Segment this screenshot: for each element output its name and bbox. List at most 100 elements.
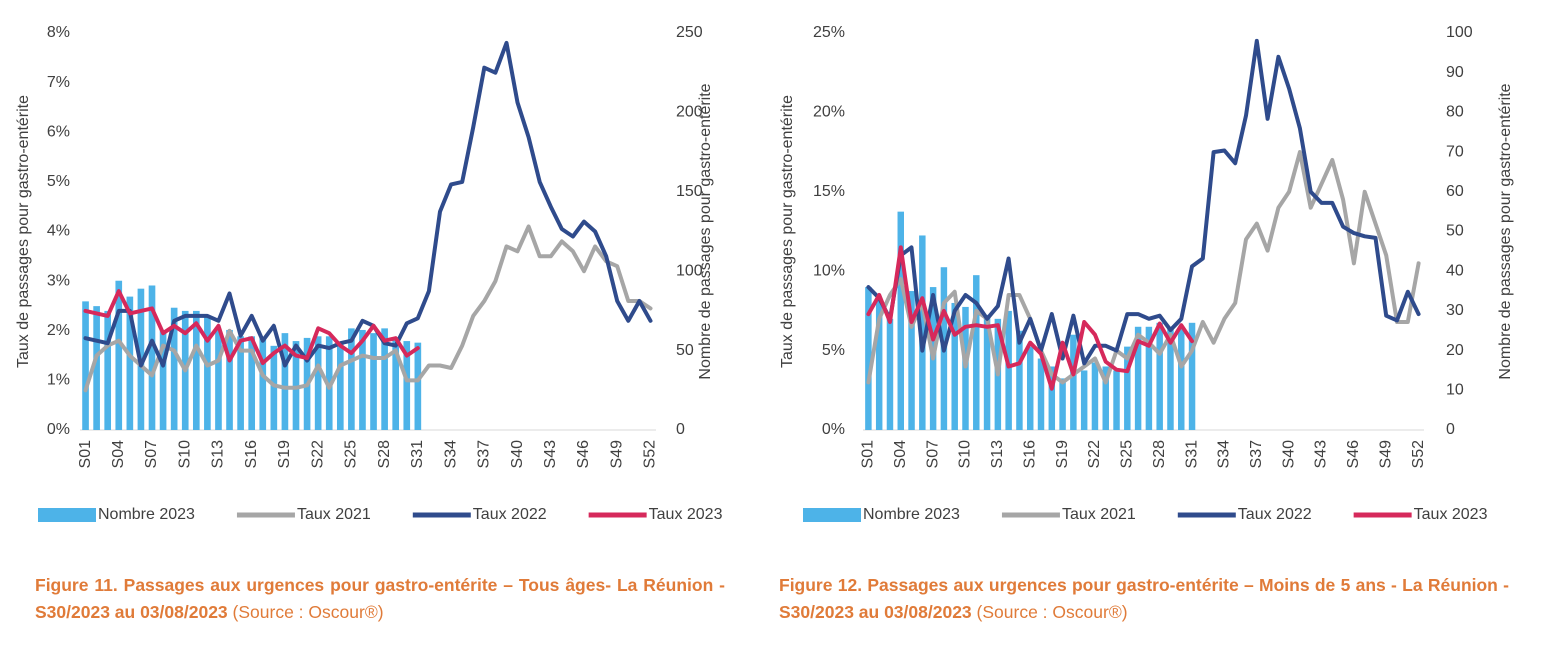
legend-swatch <box>38 508 96 522</box>
y-tick-label: 15% <box>813 183 845 200</box>
bar <box>1005 310 1012 430</box>
y2-tick-label: 200 <box>676 104 703 121</box>
bar <box>348 328 355 430</box>
bar <box>204 315 211 430</box>
y-tick-label: 7% <box>47 74 70 91</box>
x-tick-label: S13 <box>210 440 227 469</box>
x-tick-label: S28 <box>1151 440 1168 469</box>
y-tick-label: 0% <box>822 421 845 438</box>
x-tick-label: S22 <box>309 440 326 469</box>
bar <box>370 333 377 430</box>
bar <box>1059 378 1066 430</box>
bar <box>1156 322 1163 430</box>
x-tick-label: S10 <box>957 440 974 469</box>
x-tick-label: S37 <box>476 440 493 469</box>
y2-tick-label: 60 <box>1446 183 1464 200</box>
bar <box>248 336 256 430</box>
line <box>83 40 653 368</box>
line <box>83 289 420 365</box>
bar <box>226 329 233 430</box>
x-tick-label: S43 <box>542 440 559 469</box>
y-tick-label: 2% <box>47 322 70 339</box>
y2-tick-label: 10 <box>1446 382 1464 399</box>
bar <box>1145 326 1153 430</box>
x-tick-label: S04 <box>892 440 909 469</box>
x-tick-label: S34 <box>442 440 459 469</box>
bar <box>1188 322 1196 430</box>
x-tick-label: S43 <box>1313 440 1330 469</box>
bar <box>93 306 100 430</box>
x-tick-label: S19 <box>276 440 293 469</box>
x-tick-label: S25 <box>343 440 360 469</box>
y2-tick-label: 50 <box>676 342 694 359</box>
bar <box>82 301 89 430</box>
caption-title: Figure 11. Passages aux urgences pour ga… <box>35 575 725 622</box>
caption-source: (Source : Oscour®) <box>232 602 384 622</box>
x-tick-label: S52 <box>1410 440 1427 469</box>
x-tick-label: S16 <box>1021 440 1038 469</box>
bar <box>381 328 388 430</box>
x-tick-label: S19 <box>1054 440 1071 469</box>
bar <box>1091 362 1099 430</box>
x-tick-label: S01 <box>77 440 94 469</box>
y-axis-title: Taux de passages pour gastro-entérite <box>15 95 32 368</box>
bar <box>908 291 915 430</box>
bar <box>1178 326 1185 430</box>
x-tick-label: S49 <box>1377 440 1394 469</box>
line <box>83 224 653 393</box>
x-tick-label: S37 <box>1248 440 1265 469</box>
y2-tick-label: 80 <box>1446 104 1464 121</box>
bar <box>1070 334 1077 430</box>
y-tick-label: 4% <box>47 223 70 240</box>
bar <box>414 342 422 430</box>
x-tick-label: S46 <box>1345 440 1362 469</box>
y2-tick-label: 50 <box>1446 223 1464 240</box>
bar <box>897 211 904 430</box>
y-tick-label: 5% <box>822 342 845 359</box>
bar <box>115 280 123 430</box>
legend-label: Taux 2023 <box>1414 506 1488 523</box>
x-tick-label: S31 <box>409 440 426 469</box>
y-tick-label: 0% <box>47 421 70 438</box>
bar <box>1134 326 1142 430</box>
bar <box>336 342 344 430</box>
y-tick-label: 1% <box>47 372 70 389</box>
caption-title: Figure 12. Passages aux urgences pour ga… <box>779 575 1509 622</box>
y-tick-label: 20% <box>813 104 845 121</box>
bar <box>170 307 178 430</box>
bar <box>126 296 134 430</box>
bar <box>1026 346 1034 430</box>
bar <box>951 302 958 430</box>
bar <box>1124 346 1131 430</box>
bar <box>1102 366 1109 430</box>
caption-1: Figure 11. Passages aux urgences pour ga… <box>35 572 725 626</box>
y-tick-label: 10% <box>813 262 845 279</box>
caption-2: Figure 12. Passages aux urgences pour ga… <box>779 572 1509 626</box>
bar <box>1080 370 1088 430</box>
bar <box>359 329 366 430</box>
y2-tick-label: 40 <box>1446 262 1464 279</box>
bar <box>1113 370 1120 430</box>
y-tick-label: 8% <box>47 24 70 41</box>
line <box>866 245 1194 391</box>
y2-tick-label: 100 <box>1446 24 1473 41</box>
y2-tick-label: 0 <box>1446 421 1455 438</box>
bar <box>259 337 267 430</box>
x-tick-label: S40 <box>1280 440 1297 469</box>
bar <box>973 275 980 430</box>
bar <box>865 287 872 430</box>
y2-axis-title: Nombre de passages pour gastro-entérite <box>697 83 714 379</box>
y-tick-label: 25% <box>813 24 845 41</box>
line <box>866 38 1421 366</box>
line <box>866 150 1421 385</box>
x-tick-label: S49 <box>608 440 625 469</box>
y2-tick-label: 150 <box>676 183 703 200</box>
bar <box>192 310 200 430</box>
bar <box>886 318 894 430</box>
bar <box>148 285 156 430</box>
x-tick-label: S07 <box>924 440 941 469</box>
x-tick-label: S40 <box>509 440 526 469</box>
y2-tick-label: 100 <box>676 262 703 279</box>
